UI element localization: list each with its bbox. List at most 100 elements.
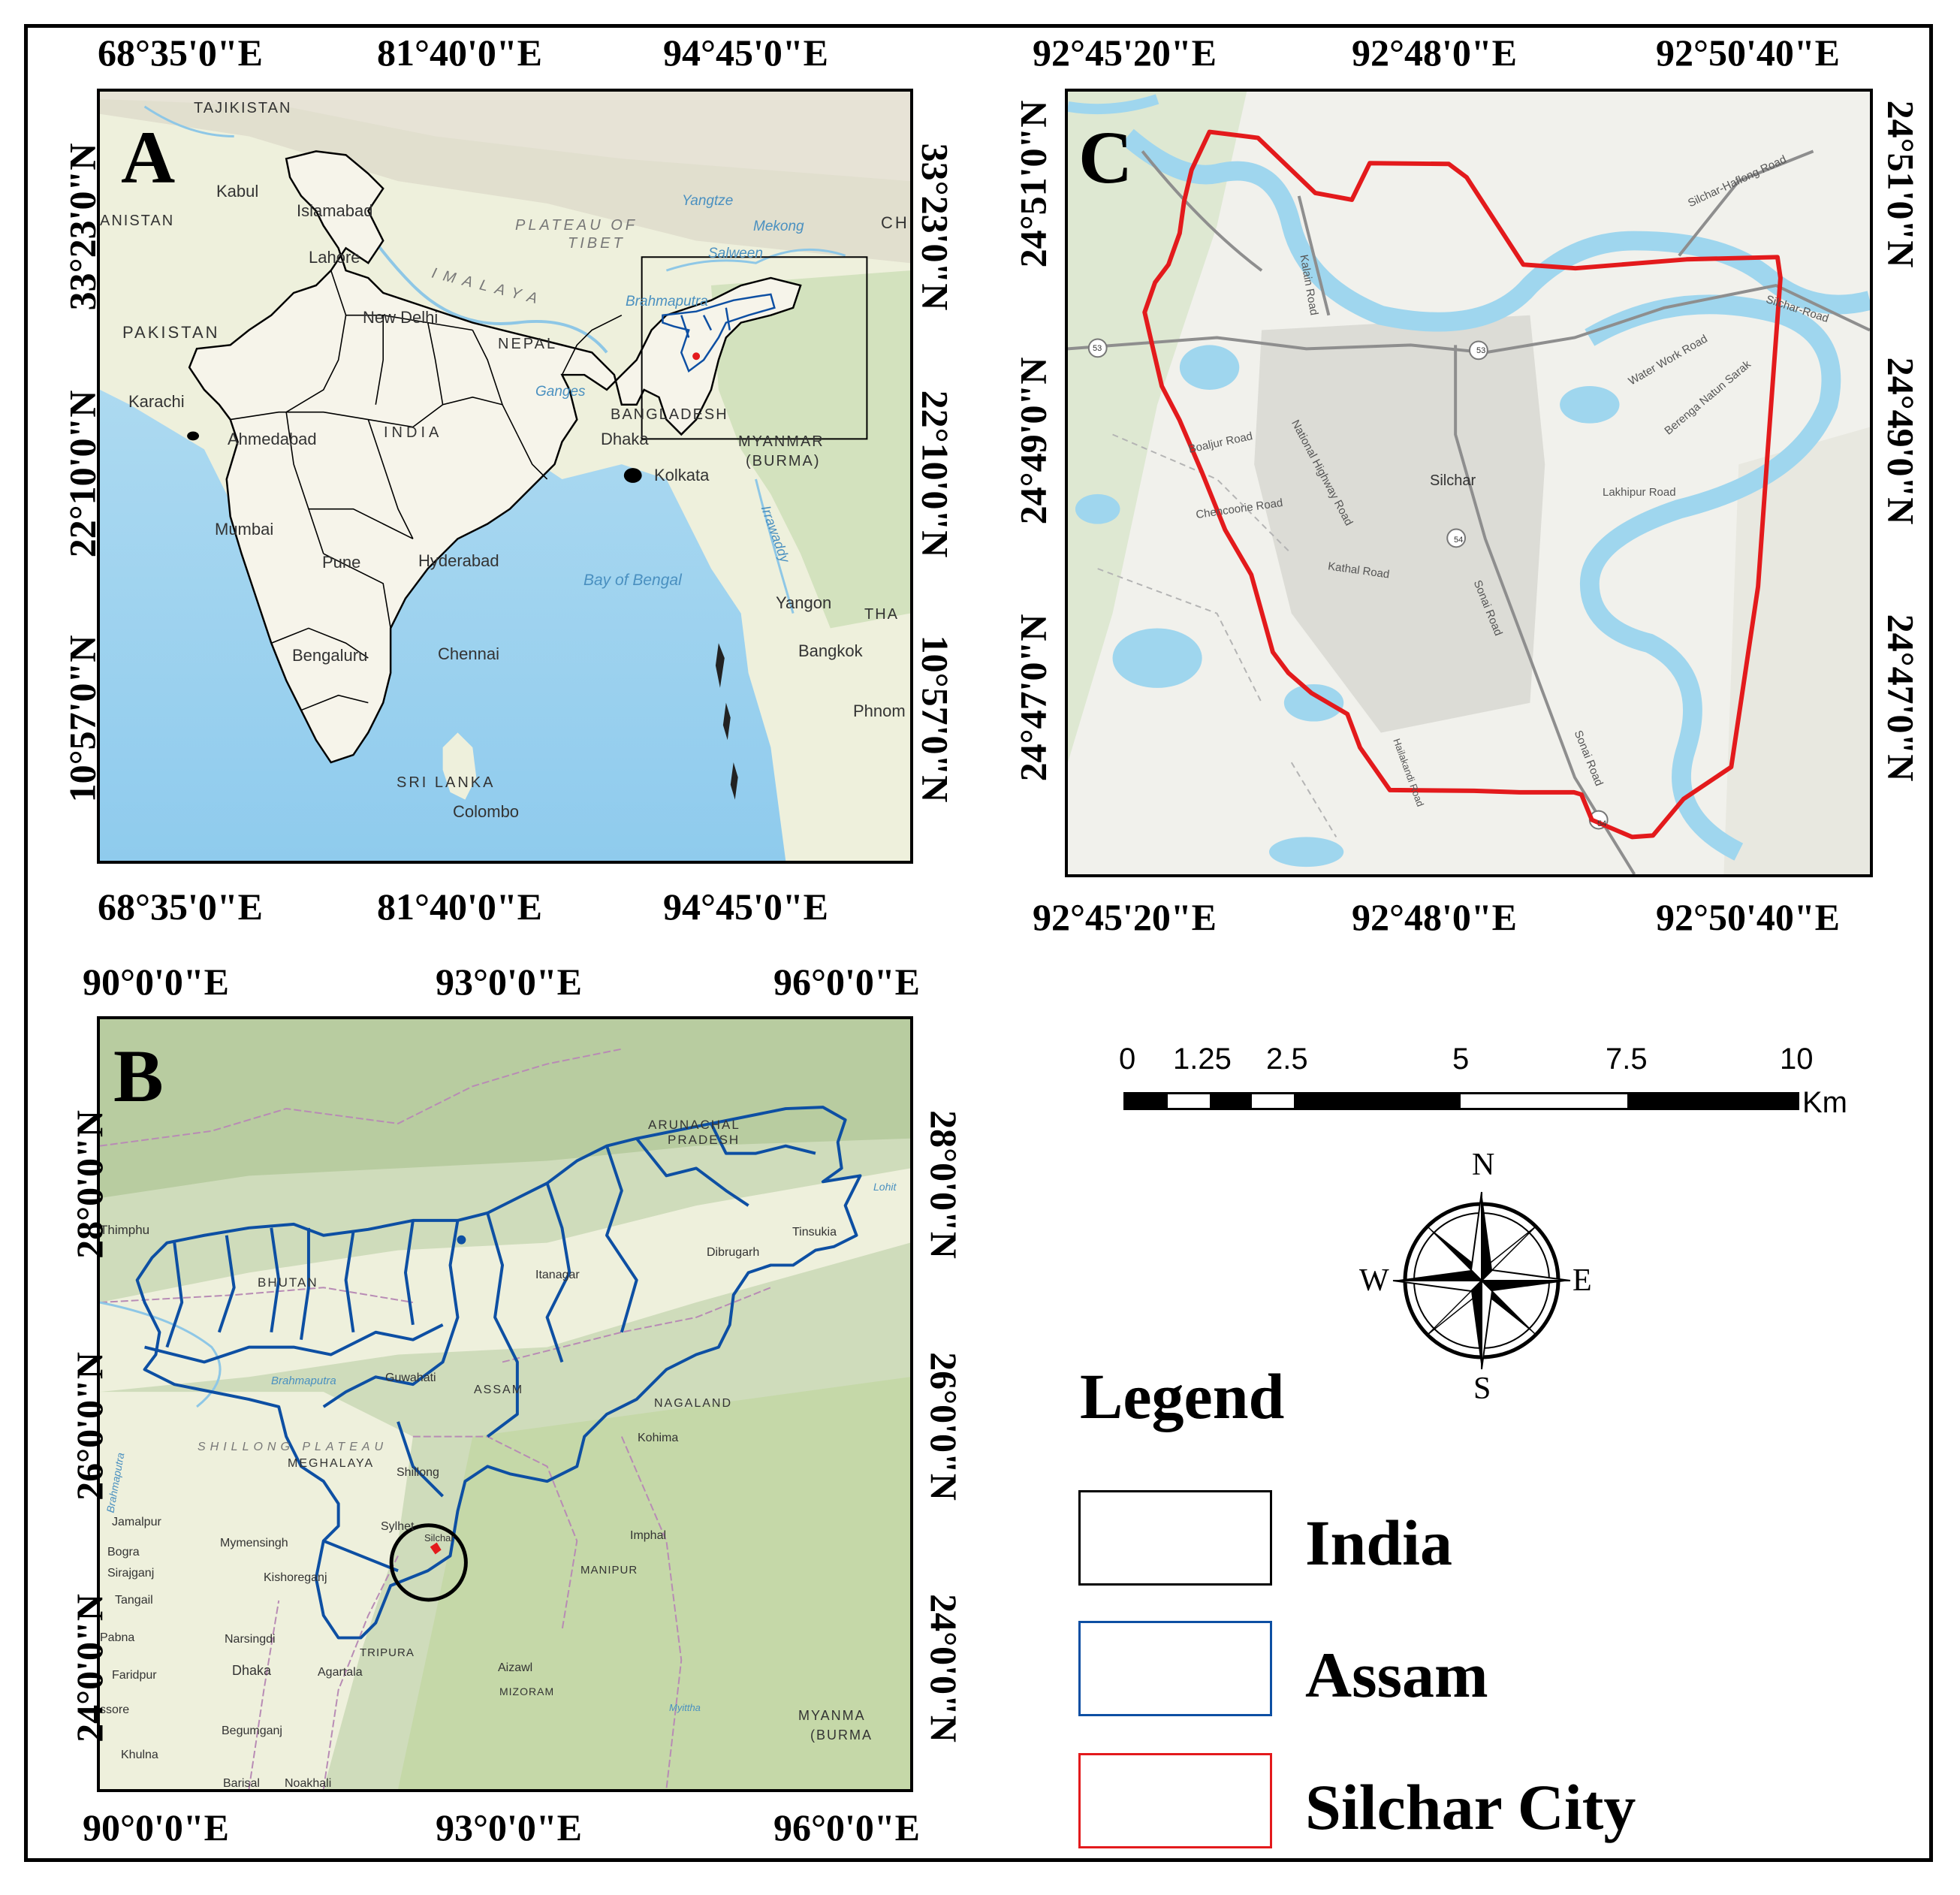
panel-a-ytick-right-1: 33°23'0"N <box>914 143 957 311</box>
panel-a-xtick-top-3: 94°45'0"E <box>663 32 828 74</box>
label-salween: Salween <box>708 246 763 261</box>
panel-b-assam-map: B ARUNACHAL PRADESH Lohit Tinsukia Dibru… <box>97 1016 913 1792</box>
panel-a-letter: A <box>121 116 176 199</box>
scale-label-0: 0 <box>1119 1043 1136 1076</box>
panel-c-ytick-right-3: 24°47'0"N <box>1880 614 1922 782</box>
label-karachi: Karachi <box>128 392 185 411</box>
panel-a-india-map: A TAJIKISTAN Kabul ANISTAN Islamabad Lah… <box>97 89 913 864</box>
silchar-city-boundary <box>1142 129 1783 840</box>
panel-c-xtick-bottom-3: 92°50'40"E <box>1656 896 1840 938</box>
label-mekong: Mekong <box>753 219 804 234</box>
label-arunachal: ARUNACHAL <box>648 1118 740 1132</box>
panel-c-xtick-bottom-1: 92°45'20"E <box>1033 896 1217 938</box>
label-dhaka: Dhaka <box>601 430 649 448</box>
label-begumganj: Begumganj <box>222 1725 282 1737</box>
label-myanmar: MYANMAR <box>738 433 825 450</box>
silchar-highlight-circle <box>389 1523 468 1602</box>
panel-b-basemap <box>100 1019 910 1789</box>
label-pakistan: PAKISTAN <box>122 323 220 342</box>
scale-segments <box>1123 1092 1799 1110</box>
panel-b-ytick-left-2: 26°0'0"N <box>68 1352 110 1501</box>
label-jamalpur: Jamalpur <box>112 1516 161 1528</box>
panel-c-xtick-top-3: 92°50'40"E <box>1656 32 1840 74</box>
label-nh53-east: 53 <box>1476 346 1486 355</box>
panel-b-xtick-top-2: 93°0'0"E <box>436 961 582 1003</box>
panel-c-ytick-left-1: 24°51'0"N <box>1012 100 1054 268</box>
label-yangon: Yangon <box>776 593 832 612</box>
label-ganges: Ganges <box>535 384 586 400</box>
label-tibet: TIBET <box>568 235 626 252</box>
panel-b-ytick-right-3: 24°0'0"N <box>922 1594 965 1743</box>
label-faridpur: Faridpur <box>112 1669 157 1682</box>
label-afghanistan: ANISTAN <box>100 213 175 229</box>
panel-a-xtick-bottom-2: 81°40'0"E <box>377 886 542 928</box>
panel-a-ytick-right-3: 10°57'0"N <box>914 635 957 803</box>
label-myittha: Myittha <box>669 1702 701 1713</box>
label-phnom: Phnom <box>853 702 906 720</box>
panel-c-xtick-top-1: 92°45'20"E <box>1033 32 1217 74</box>
silchar-marker-b <box>430 1542 442 1555</box>
label-pabna: Pabna <box>100 1631 135 1644</box>
legend-title: Legend <box>1080 1360 1285 1432</box>
panel-c-ytick-left-3: 24°47'0"N <box>1012 614 1054 782</box>
label-sirajganj: Sirajganj <box>107 1567 155 1580</box>
panel-a-basemap <box>100 92 910 861</box>
label-bay-of-bengal: Bay of Bengal <box>583 572 682 589</box>
label-bangkok: Bangkok <box>798 641 863 660</box>
panel-c-ytick-right-1: 24°51'0"N <box>1880 100 1922 268</box>
scale-unit: Km <box>1802 1086 1847 1119</box>
label-imphal: Imphal <box>630 1529 667 1542</box>
label-burma: (BURMA) <box>746 453 821 469</box>
panel-b-ytick-left-3: 24°0'0"N <box>68 1594 110 1743</box>
label-tajikistan: TAJIKISTAN <box>194 100 292 116</box>
label-dibrugarh: Dibrugarh <box>707 1246 760 1259</box>
label-mumbai: Mumbai <box>215 520 274 539</box>
panel-a-xtick-bottom-3: 94°45'0"E <box>663 886 828 928</box>
panel-a-xtick-top-1: 68°35'0"E <box>98 32 263 74</box>
panel-c-basemap <box>1068 92 1870 874</box>
label-lohit: Lohit <box>873 1181 897 1193</box>
silchar-marker-a <box>692 352 701 361</box>
legend-label-india: India <box>1305 1507 1453 1579</box>
panel-a-ytick-right-2: 22°10'0"N <box>914 390 957 558</box>
north-arrow: N S E W <box>1359 1149 1600 1405</box>
label-ahmedabad: Ahmedabad <box>228 430 317 448</box>
label-mizoram: MIZORAM <box>499 1685 555 1697</box>
panel-a-ytick-left-2: 22°10'0"N <box>61 390 104 558</box>
label-kabul: Kabul <box>216 182 259 201</box>
panel-b-ytick-left-1: 28°0'0"N <box>68 1110 110 1259</box>
panel-b-ytick-right-2: 26°0'0"N <box>922 1352 965 1501</box>
legend-label-silchar: Silchar City <box>1305 1771 1636 1843</box>
label-nagaland: NAGALAND <box>654 1397 733 1410</box>
label-nh54-south: 54 <box>1597 819 1607 828</box>
label-brahmaputra: Brahmaputra <box>271 1374 336 1387</box>
panel-a-ytick-left-3: 10°57'0"N <box>61 635 104 803</box>
panel-a-xtick-top-2: 81°40'0"E <box>377 32 542 74</box>
label-plateau: PLATEAU OF <box>515 217 638 234</box>
panel-b-extent-box <box>641 256 868 440</box>
label-bengaluru: Bengaluru <box>292 646 368 665</box>
label-agartala: Agartala <box>318 1666 363 1679</box>
label-kohima: Kohima <box>638 1432 679 1444</box>
label-sylhet: Sylhet <box>381 1520 415 1533</box>
label-dhaka: Dhaka <box>232 1663 272 1678</box>
legend-swatch-silchar <box>1078 1753 1272 1848</box>
label-narsingdi: Narsingdi <box>225 1633 276 1646</box>
label-pradesh: PRADESH <box>668 1133 740 1147</box>
label-myanmar: MYANMA <box>798 1708 866 1723</box>
compass-s: S <box>1473 1371 1491 1406</box>
label-tripura: TRIPURA <box>360 1646 415 1659</box>
panel-c-silchar-map: C Silchar Kalain Road Silchar-Haflong Ro… <box>1065 89 1873 877</box>
label-silchar: Silchar <box>424 1532 454 1543</box>
compass-rose-icon <box>1392 1191 1571 1370</box>
label-china-fragment: CH <box>881 213 909 232</box>
label-meghalaya: MEGHALAYA <box>288 1457 375 1470</box>
label-bhutan: BHUTAN <box>258 1275 318 1290</box>
label-pune: Pune <box>322 553 361 572</box>
panel-c-xtick-top-2: 92°48'0"E <box>1352 32 1517 74</box>
label-burma: (BURMA <box>810 1728 873 1743</box>
label-bangladesh: BANGLADESH <box>611 406 728 423</box>
label-ssore: ssore <box>100 1703 130 1716</box>
compass-e: E <box>1573 1263 1592 1298</box>
panel-c-xtick-bottom-2: 92°48'0"E <box>1352 896 1517 938</box>
